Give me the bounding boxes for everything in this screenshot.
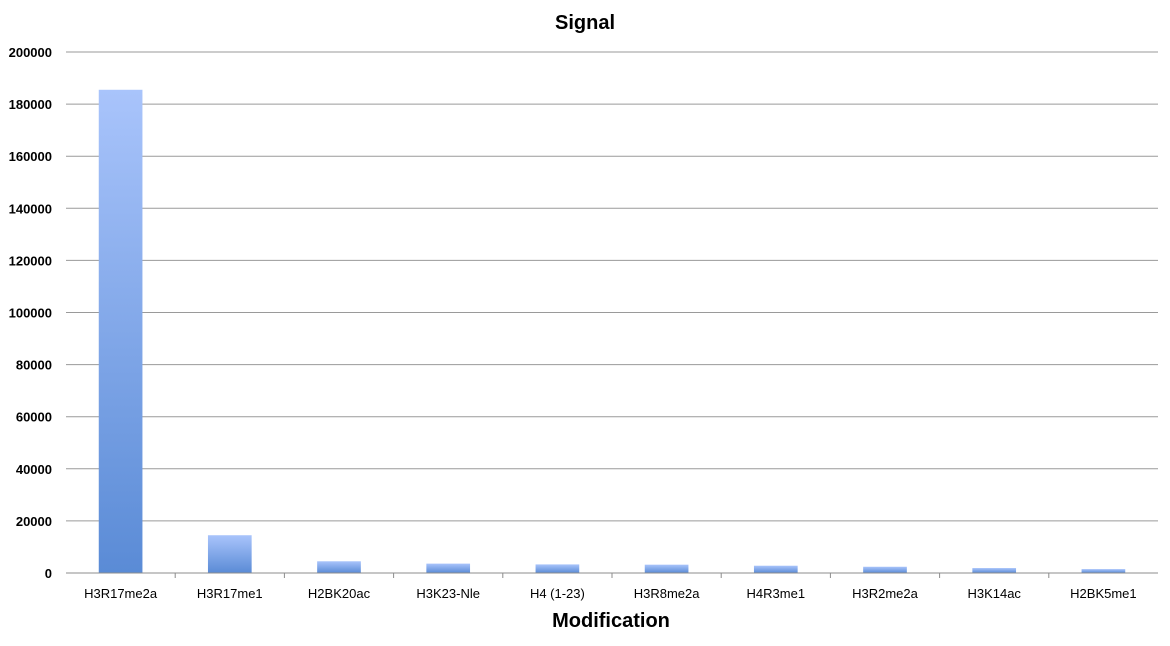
bar-h3k23-nle [426,563,471,573]
x-tick-label: H4R3me1 [747,586,806,601]
bar-h4-1-23 [535,564,580,573]
bars [98,89,1126,574]
y-tick-label: 200000 [9,45,52,60]
bar-h3k14ac [972,568,1017,573]
y-tick-label: 0 [45,566,52,581]
bar-h3r2me2a [863,566,907,573]
x-tick-label: H3K23-Nle [416,586,480,601]
y-tick-label: 120000 [9,253,52,268]
chart-title: Signal [555,12,615,34]
x-axis-ticks: H3R17me2a H3R17me1 H2BK20ac H3K23-Nle H4 (1-… [84,573,1137,601]
y-tick-label: 60000 [16,410,52,425]
y-axis-ticks: 0 20000 40000 60000 80000 100000 120000 140000 1… [9,45,52,581]
bar-h3r17me2a [98,89,143,574]
bar-h4r3me1 [753,565,798,573]
y-tick-label: 20000 [16,514,52,529]
x-tick-label: H2BK20ac [308,586,371,601]
x-tick-label: H3R17me2a [84,586,158,601]
x-tick-label: H3K14ac [967,586,1021,601]
y-tick-label: 160000 [9,149,52,164]
bar-h3r17me1 [207,535,252,573]
x-axis-label: Modification [552,610,670,632]
y-tick-label: 80000 [16,358,52,373]
y-tick-label: 180000 [9,97,52,112]
y-tick-label: 40000 [16,462,52,477]
x-tick-label: H2BK5me1 [1070,586,1136,601]
x-tick-label: H3R8me2a [634,586,701,601]
bar-h2bk5me1 [1081,569,1126,573]
x-tick-label: H4 (1-23) [530,586,585,601]
gridlines [66,51,1158,522]
bar-h3r8me2a [644,564,689,573]
y-tick-label: 100000 [9,306,52,321]
bar-h2bk20ac [317,561,361,573]
x-tick-label: H3R2me2a [852,586,919,601]
y-tick-label: 140000 [9,201,52,216]
x-tick-label: H3R17me1 [197,586,263,601]
